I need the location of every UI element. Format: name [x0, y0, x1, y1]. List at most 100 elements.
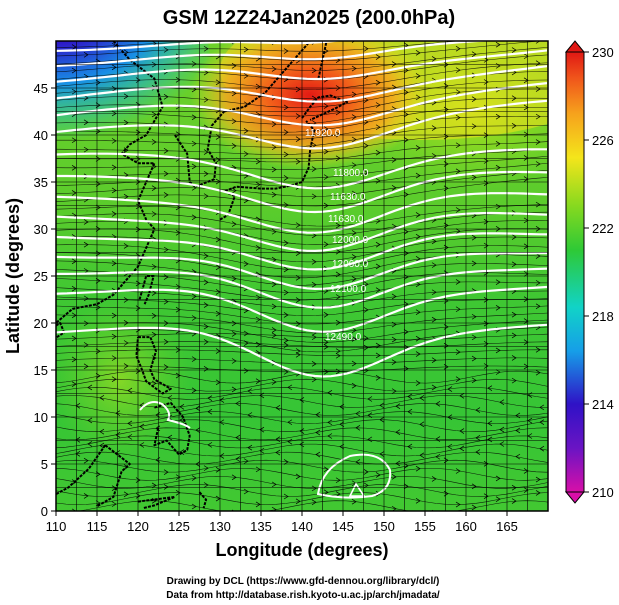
- stream-arrow: [231, 221, 237, 227]
- contour-label: 11920.0: [305, 128, 341, 139]
- stream-arrow: [83, 119, 89, 126]
- stream-arrow: [135, 129, 141, 136]
- stream-arrow: [483, 242, 489, 249]
- stream-arrow: [511, 377, 517, 384]
- stream-arrow: [295, 473, 301, 480]
- stream-arrow: [135, 305, 141, 311]
- colorbar-tick-label: 214: [592, 397, 614, 412]
- gridlines: [56, 41, 548, 511]
- colorbar-tick-label: 210: [592, 485, 614, 500]
- stream-arrow: [83, 363, 89, 370]
- stream-arrow: [495, 347, 501, 354]
- stream-arrow: [495, 279, 501, 285]
- stream-arrow: [135, 226, 141, 233]
- stream-arrow: [455, 45, 461, 52]
- height-contour: [56, 65, 548, 103]
- stream-arrow: [495, 113, 501, 120]
- stream-arrow: [275, 436, 281, 443]
- stream-arrow: [191, 503, 197, 510]
- stream-arrow: [323, 344, 329, 350]
- stream-arrow: [255, 158, 261, 165]
- stream-arrow: [207, 408, 213, 415]
- stream-arrow: [195, 405, 201, 412]
- streamline: [56, 403, 548, 416]
- stream-arrow: [535, 113, 541, 120]
- x-tick-label: 155: [414, 519, 436, 534]
- stream-arrow: [415, 281, 421, 288]
- stream-arrow: [351, 254, 357, 260]
- stream-arrow: [395, 429, 401, 436]
- stream-arrow: [535, 280, 541, 286]
- coastline-segment: [56, 41, 164, 324]
- stream-arrow: [431, 56, 437, 62]
- stream-arrow: [271, 332, 277, 339]
- colorbar-top-arrow: [564, 40, 586, 53]
- stream-arrow: [311, 95, 317, 102]
- stream-arrow: [495, 475, 501, 482]
- colorbar-bottom-arrow: [564, 491, 586, 504]
- stream-arrow: [523, 363, 529, 370]
- streamline: [56, 204, 548, 227]
- stream-arrow: [323, 489, 329, 496]
- stream-arrow: [535, 41, 541, 44]
- stream-arrow: [299, 428, 305, 434]
- streamline: [56, 443, 548, 457]
- stream-arrow: [95, 156, 101, 162]
- stream-arrow: [363, 482, 369, 489]
- stream-arrow: [415, 256, 421, 262]
- stream-arrow: [471, 96, 477, 102]
- streamline: [76, 500, 548, 511]
- stream-arrow: [403, 89, 409, 96]
- stream-arrow: [483, 79, 489, 85]
- height-contour: [56, 170, 548, 214]
- stream-arrow: [95, 128, 101, 135]
- stream-arrow: [351, 162, 357, 168]
- stream-arrow: [295, 136, 301, 143]
- stream-arrow: [311, 361, 317, 367]
- stream-arrow: [335, 491, 341, 497]
- coastline-segment: [198, 491, 208, 509]
- stream-arrow: [95, 250, 101, 257]
- stream-arrow: [351, 230, 357, 236]
- stream-arrow: [271, 379, 277, 385]
- x-axis-label: Longitude (degrees): [215, 540, 388, 560]
- stream-arrow: [175, 284, 181, 290]
- stream-arrow: [75, 451, 81, 457]
- stream-arrow: [111, 260, 117, 267]
- stream-arrow: [475, 435, 481, 441]
- stream-arrow: [535, 201, 541, 208]
- stream-arrow: [495, 63, 501, 69]
- stream-arrow: [271, 506, 277, 511]
- stream-arrow: [527, 417, 533, 424]
- stream-arrow: [375, 149, 381, 156]
- stream-arrow: [335, 477, 341, 484]
- stream-arrow: [243, 128, 249, 134]
- stream-arrow: [403, 67, 409, 74]
- stream-arrow: [415, 380, 421, 386]
- stream-arrow: [415, 50, 421, 56]
- stream-arrow: [391, 61, 397, 67]
- stream-arrow: [351, 360, 357, 367]
- stream-arrow: [495, 203, 501, 210]
- stream-arrow: [403, 228, 409, 235]
- stream-arrow: [271, 191, 277, 198]
- stream-arrow: [391, 388, 397, 394]
- stream-arrow: [207, 442, 213, 448]
- stream-arrow: [271, 121, 277, 127]
- stream-arrow: [403, 250, 409, 257]
- stream-arrow: [499, 399, 505, 406]
- stream-arrow: [231, 320, 237, 327]
- stream-arrow: [179, 403, 185, 410]
- stream-arrow: [255, 294, 261, 301]
- stream-arrow: [363, 170, 369, 176]
- cold-anomaly: [56, 41, 210, 150]
- height-contour: [56, 41, 496, 68]
- stream-arrow: [511, 234, 517, 240]
- stream-arrow: [95, 348, 101, 355]
- stream-arrow: [95, 471, 101, 478]
- stream-arrow: [275, 405, 281, 411]
- streamline: [56, 365, 548, 373]
- height-contour: [139, 401, 191, 429]
- streamline: [56, 378, 548, 392]
- stream-arrow: [335, 294, 341, 300]
